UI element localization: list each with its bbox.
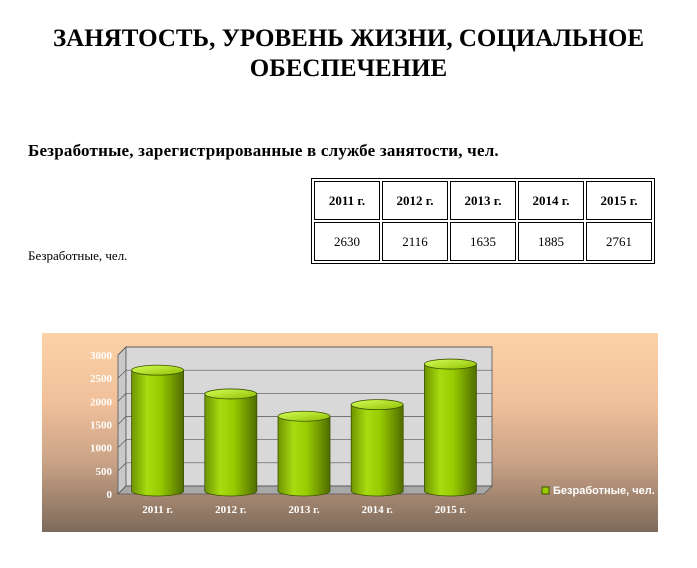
- unemployment-table: 2011 г. 2012 г. 2013 г. 2014 г. 2015 г. …: [311, 178, 655, 264]
- y-tick-label: 2000: [90, 396, 113, 408]
- gridline: [117, 369, 492, 379]
- bar-top: [423, 358, 477, 370]
- bar-body: [204, 393, 258, 497]
- bar-body: [350, 404, 404, 497]
- x-tick-label: 2014 г.: [362, 504, 394, 516]
- legend-label: Безработные, чел.: [553, 485, 655, 497]
- bar-top: [277, 410, 331, 422]
- y-tick-label: 2500: [90, 373, 113, 385]
- table-cell: 1635: [450, 222, 516, 261]
- bar-body: [131, 369, 184, 497]
- table-row: 2630 2116 1635 1885 2761: [314, 222, 652, 261]
- x-tick-label: 2013 г.: [288, 504, 320, 516]
- table-header-cell: 2011 г.: [314, 181, 380, 220]
- x-tick-label: 2012 г.: [215, 504, 247, 516]
- bar-body: [424, 363, 477, 497]
- table-cell: 2116: [382, 222, 448, 261]
- table-header-cell: 2013 г.: [450, 181, 516, 220]
- table-cell: 2761: [586, 222, 652, 261]
- bar: [423, 358, 477, 497]
- y-tick-label: 3000: [90, 350, 113, 362]
- x-axis-ticks: 2011 г. 2012 г. 2013 г. 2014 г. 2015 г.: [142, 504, 466, 516]
- y-tick-label: 1500: [90, 420, 113, 432]
- gridline: [117, 346, 492, 356]
- bar-top: [350, 399, 404, 411]
- table-header-cell: 2014 г.: [518, 181, 584, 220]
- bar: [350, 399, 404, 497]
- table-header-cell: 2015 г.: [586, 181, 652, 220]
- chart-area: 0 500 1000 1500 2000 2500 3000 2011 г. 2012 г. 2…: [42, 333, 658, 532]
- table-cell: 1885: [518, 222, 584, 261]
- x-tick-label: 2011 г.: [142, 504, 173, 516]
- table-header-row: 2011 г. 2012 г. 2013 г. 2014 г. 2015 г.: [314, 181, 652, 220]
- table-header-cell: 2012 г.: [382, 181, 448, 220]
- y-tick-label: 0: [107, 489, 113, 501]
- legend-swatch: [541, 486, 550, 495]
- page-title: ЗАНЯТОСТЬ, УРОВЕНЬ ЖИЗНИ, СОЦИАЛЬНОЕ ОБЕ…: [0, 24, 697, 84]
- page-title-line-2: ОБЕСПЕЧЕНИЕ: [249, 55, 448, 82]
- section-title: Безработные, зарегистрированные в службе…: [28, 141, 499, 160]
- bar-top: [131, 364, 184, 376]
- y-tick-label: 500: [96, 466, 113, 478]
- bars: [131, 358, 477, 497]
- y-axis-ticks: 0 500 1000 1500 2000 2500 3000: [90, 350, 113, 501]
- gridline: [117, 392, 492, 402]
- legend: Безработные, чел.: [541, 485, 655, 497]
- x-tick-label: 2015 г.: [435, 504, 467, 516]
- bar: [277, 410, 331, 497]
- bar: [204, 388, 258, 497]
- bar-top: [204, 388, 258, 400]
- bar: [131, 364, 184, 497]
- table-row-label: Безработные, чел.: [28, 248, 128, 263]
- bar-body: [277, 415, 331, 497]
- table-cell: 2630: [314, 222, 380, 261]
- y-tick-label: 1000: [90, 443, 113, 455]
- page-title-line-1: ЗАНЯТОСТЬ, УРОВЕНЬ ЖИЗНИ, СОЦИАЛЬНОЕ: [52, 25, 644, 52]
